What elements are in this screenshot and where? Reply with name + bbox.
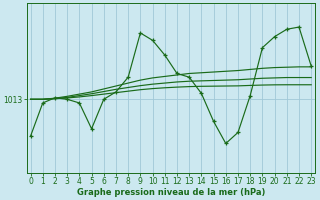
X-axis label: Graphe pression niveau de la mer (hPa): Graphe pression niveau de la mer (hPa) [77, 188, 265, 197]
